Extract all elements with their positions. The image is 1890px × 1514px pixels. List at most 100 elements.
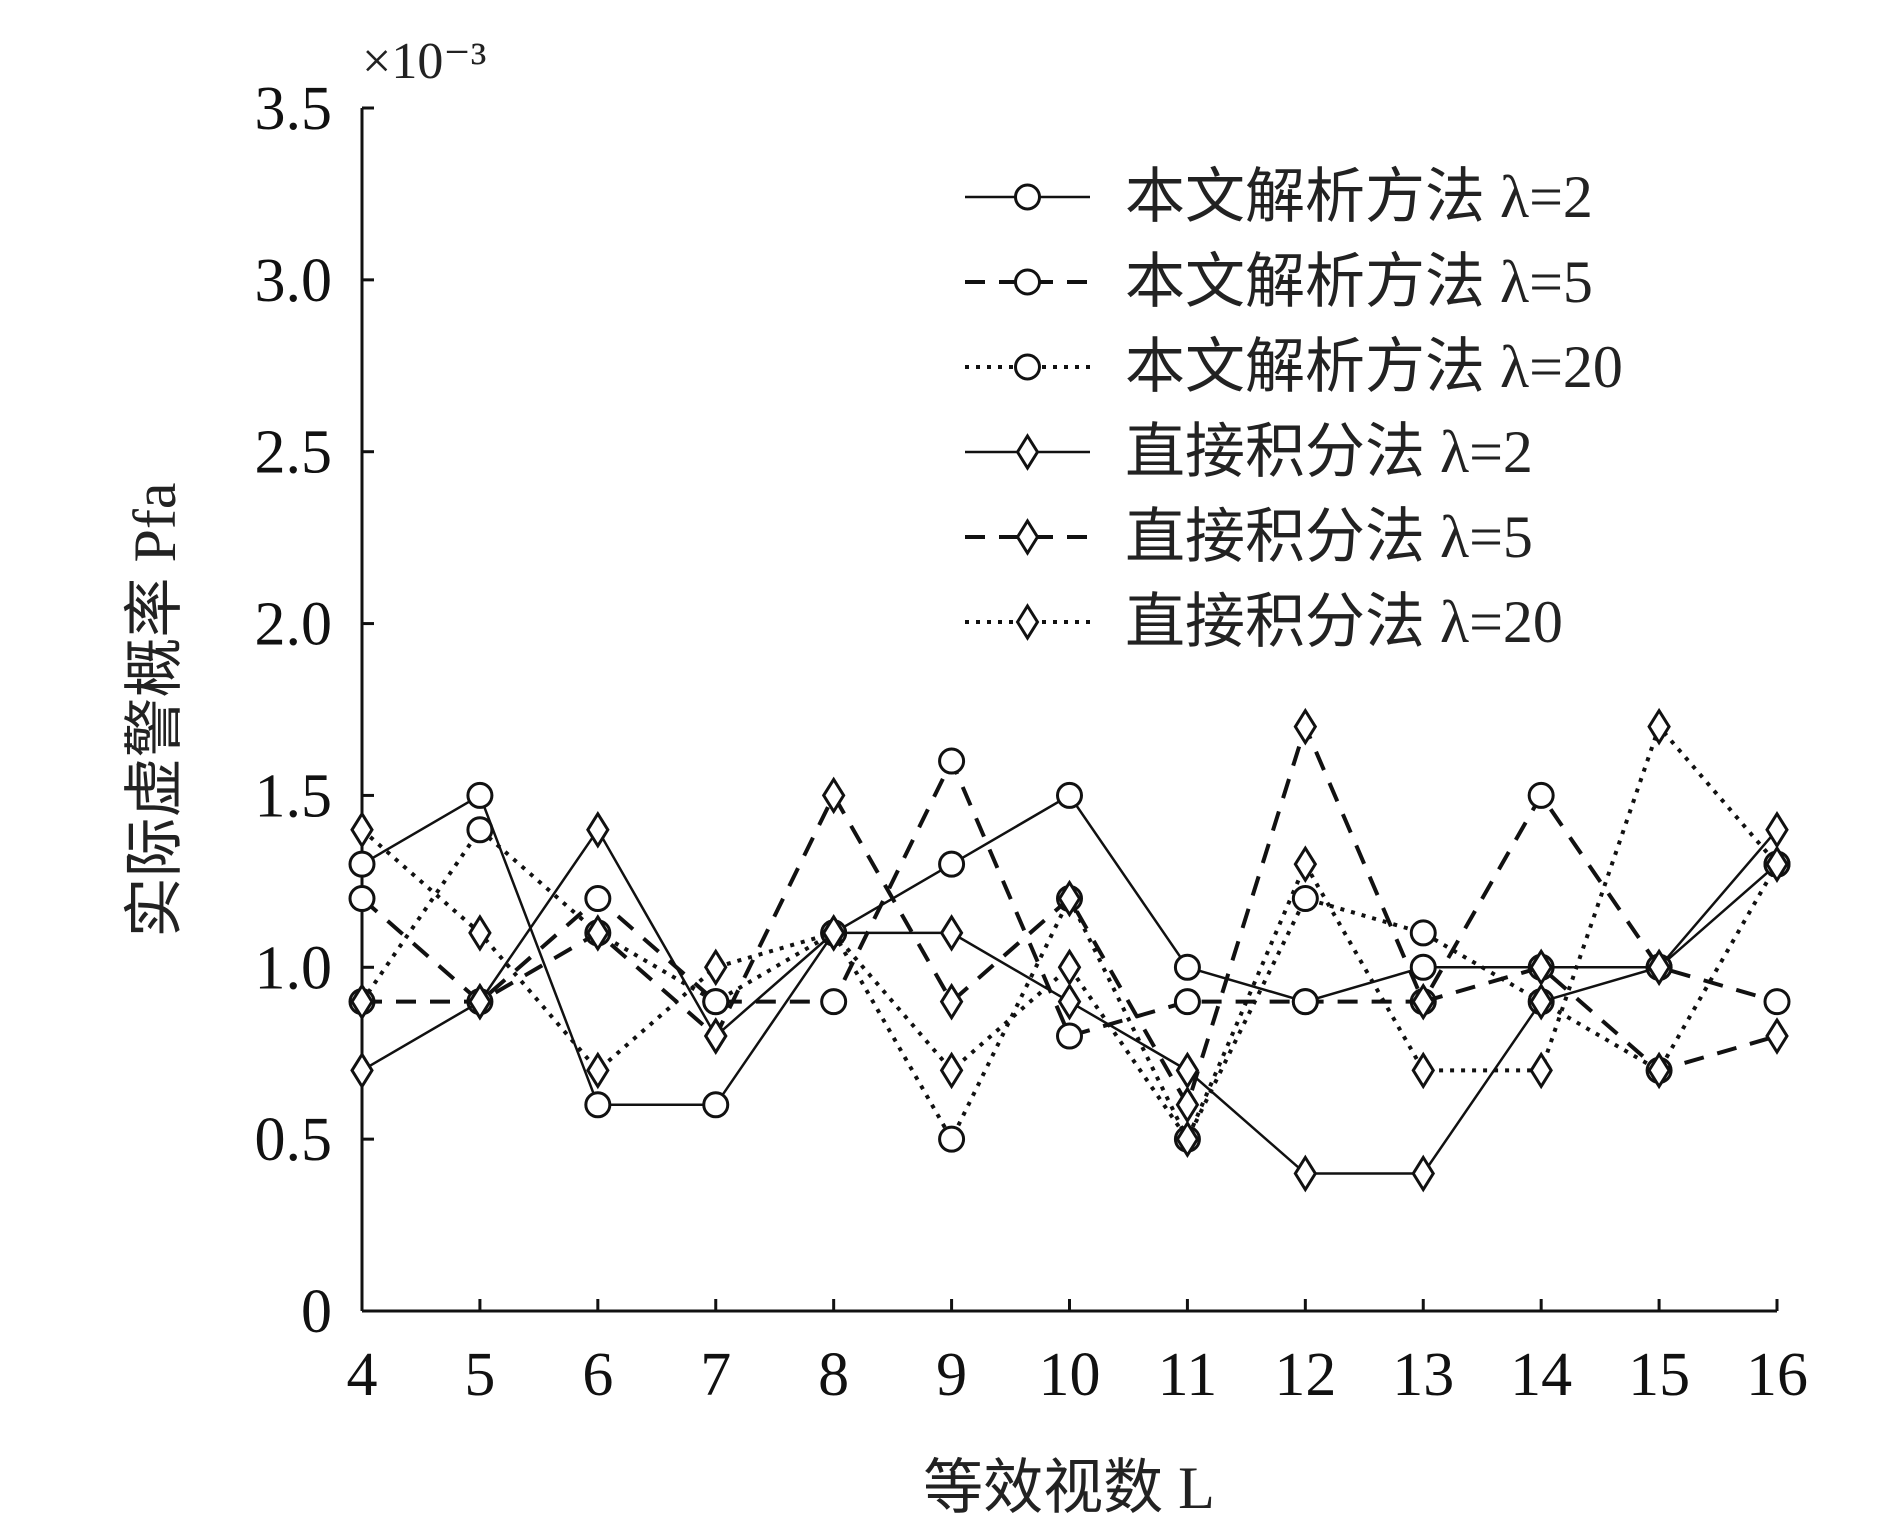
diamond-marker (468, 914, 492, 952)
y-tick-label: 1.0 (255, 934, 333, 1002)
legend-item: 直接积分法 λ=20 (965, 589, 1563, 655)
circle-marker (1056, 781, 1083, 809)
circle-marker (1173, 953, 1201, 981)
circle-marker (466, 816, 494, 844)
diamond-marker (350, 810, 374, 849)
legend-label: 直接积分法 λ=20 (1125, 589, 1563, 655)
circle-marker (1527, 781, 1555, 809)
diamond-marker (586, 914, 610, 952)
diamond-marker (350, 982, 374, 1021)
diamond-marker (1647, 948, 1671, 987)
x-tick-label: 16 (1746, 1341, 1808, 1409)
diamond-marker (1647, 1051, 1671, 1090)
legend-circle-marker (1014, 353, 1041, 381)
legend-label: 本文解析方法 λ=5 (1125, 249, 1593, 315)
series-layer (348, 707, 1791, 1193)
x-tick-label: 13 (1392, 1341, 1454, 1409)
legend-circle-marker (1014, 183, 1041, 211)
diamond-marker (1411, 1154, 1436, 1193)
diamond-marker (1647, 707, 1671, 746)
diamond-marker (939, 914, 964, 952)
diamond-marker (586, 810, 610, 849)
x-tick-label: 9 (936, 1341, 967, 1409)
x-tick-label: 4 (347, 1341, 378, 1409)
x-tick-label: 6 (582, 1341, 613, 1409)
circle-marker (466, 781, 494, 809)
diamond-marker (1529, 1051, 1553, 1090)
legend-diamond-marker (1015, 603, 1040, 641)
legend-item: 本文解析方法 λ=20 (965, 334, 1623, 400)
diamond-marker (586, 1051, 610, 1090)
diamond-marker (821, 914, 846, 952)
x-tick-label: 12 (1274, 1341, 1336, 1409)
circle-marker (1763, 988, 1791, 1016)
circle-marker (1291, 988, 1319, 1016)
x-tick-label: 7 (700, 1341, 731, 1409)
circle-marker (702, 1091, 730, 1119)
diamond-marker (703, 948, 728, 987)
circle-marker (1291, 885, 1319, 913)
circle-marker (1056, 1022, 1083, 1050)
y-axis-title: 实际虚警概率 Pfa (122, 483, 188, 938)
series-4 (350, 810, 1789, 1193)
circle-marker (584, 1091, 612, 1119)
diamond-marker (1293, 707, 1318, 746)
series-5 (350, 707, 1789, 1124)
diamond-marker (939, 982, 964, 1021)
diamond-marker (939, 1051, 964, 1090)
circle-marker (820, 988, 848, 1016)
y-ticks: 0 0.5 1.0 1.5 2.0 2.5 3.0 3.5 (255, 75, 374, 1346)
diamond-marker (1411, 1051, 1436, 1090)
diamond-marker (1765, 845, 1789, 884)
y-tick-label: 1.5 (255, 762, 333, 830)
legend-item: 直接积分法 λ=2 (965, 419, 1533, 485)
diamond-marker (350, 1051, 374, 1090)
diamond-marker (1057, 982, 1082, 1021)
circle-marker (1409, 919, 1437, 947)
x-tick-label: 10 (1039, 1341, 1101, 1409)
legend-label: 本文解析方法 λ=2 (1125, 164, 1593, 230)
legend-item: 本文解析方法 λ=5 (965, 249, 1593, 315)
y-tick-label: 2.5 (255, 419, 333, 487)
legend-label: 直接积分法 λ=5 (1125, 504, 1533, 570)
legend-item: 直接积分法 λ=5 (965, 504, 1533, 570)
y-tick-label: 0.5 (255, 1106, 333, 1174)
legend: 本文解析方法 λ=2 本文解析方法 λ=5 本文解析方法 λ=20 直接积分法 λ=2… (965, 164, 1623, 655)
circle-marker (348, 850, 376, 878)
legend-item: 本文解析方法 λ=2 (965, 164, 1593, 230)
x-tick-label: 5 (464, 1341, 495, 1409)
circle-marker (938, 850, 966, 878)
diamond-marker (1765, 1017, 1789, 1055)
diamond-marker (1411, 982, 1436, 1021)
y-tick-label: 3.5 (255, 75, 333, 143)
x-tick-label: 14 (1510, 1341, 1572, 1409)
diamond-marker (1293, 1154, 1318, 1193)
diamond-marker (1175, 1120, 1200, 1158)
series-6 (350, 707, 1789, 1158)
diamond-marker (1529, 948, 1553, 987)
circle-marker (938, 747, 966, 775)
legend-label: 本文解析方法 λ=20 (1125, 334, 1623, 400)
legend-circle-marker (1014, 268, 1041, 296)
y-exponent-label: ×10⁻³ (362, 33, 486, 90)
y-tick-label: 2.0 (255, 591, 333, 659)
circle-marker (938, 1125, 966, 1153)
diamond-marker (1765, 810, 1789, 849)
x-tick-label: 11 (1158, 1341, 1218, 1409)
diamond-marker (1293, 845, 1318, 884)
circle-marker (1173, 988, 1201, 1016)
y-tick-label: 3.0 (255, 247, 333, 315)
circle-marker (702, 988, 730, 1016)
circle-marker (348, 885, 376, 913)
diamond-marker (1057, 879, 1082, 918)
x-ticks: 4 5 6 7 8 9 10 11 12 13 14 15 16 (347, 1299, 1808, 1409)
legend-label: 直接积分法 λ=2 (1125, 419, 1533, 485)
diamond-marker (1057, 948, 1082, 987)
circle-marker (584, 885, 612, 913)
x-tick-label: 15 (1628, 1341, 1690, 1409)
diamond-marker (703, 1017, 728, 1055)
y-tick-label: 0 (301, 1278, 332, 1346)
circle-marker (1409, 953, 1437, 981)
diamond-marker (468, 982, 492, 1021)
